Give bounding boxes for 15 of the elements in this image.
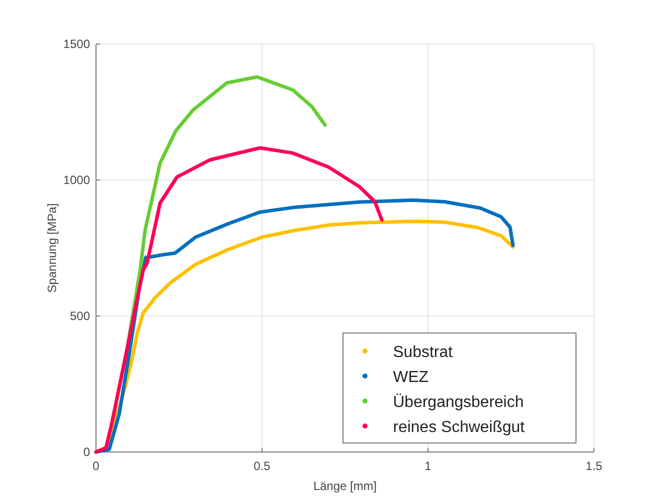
- x-tick-label: 0: [92, 459, 100, 473]
- legend-label: Übergangsbereich: [393, 393, 524, 411]
- y-axis-title: Spannung [MPa]: [45, 203, 59, 293]
- y-tick-label: 1000: [63, 173, 90, 187]
- y-tick-label: 0: [83, 445, 90, 459]
- legend-label: reines Schweißgut: [393, 419, 526, 436]
- x-axis-title: Länge [mm]: [313, 479, 377, 493]
- x-tick-label: 1.5: [586, 459, 603, 473]
- x-tick-label: 0.5: [254, 459, 271, 473]
- x-tick-label: 1: [424, 459, 432, 473]
- y-tick-label: 1500: [63, 37, 90, 51]
- line-series: [94, 146, 384, 454]
- y-tick-label: 500: [70, 309, 90, 323]
- legend-label: WEZ: [393, 369, 429, 386]
- legend-label: Substrat: [393, 344, 454, 361]
